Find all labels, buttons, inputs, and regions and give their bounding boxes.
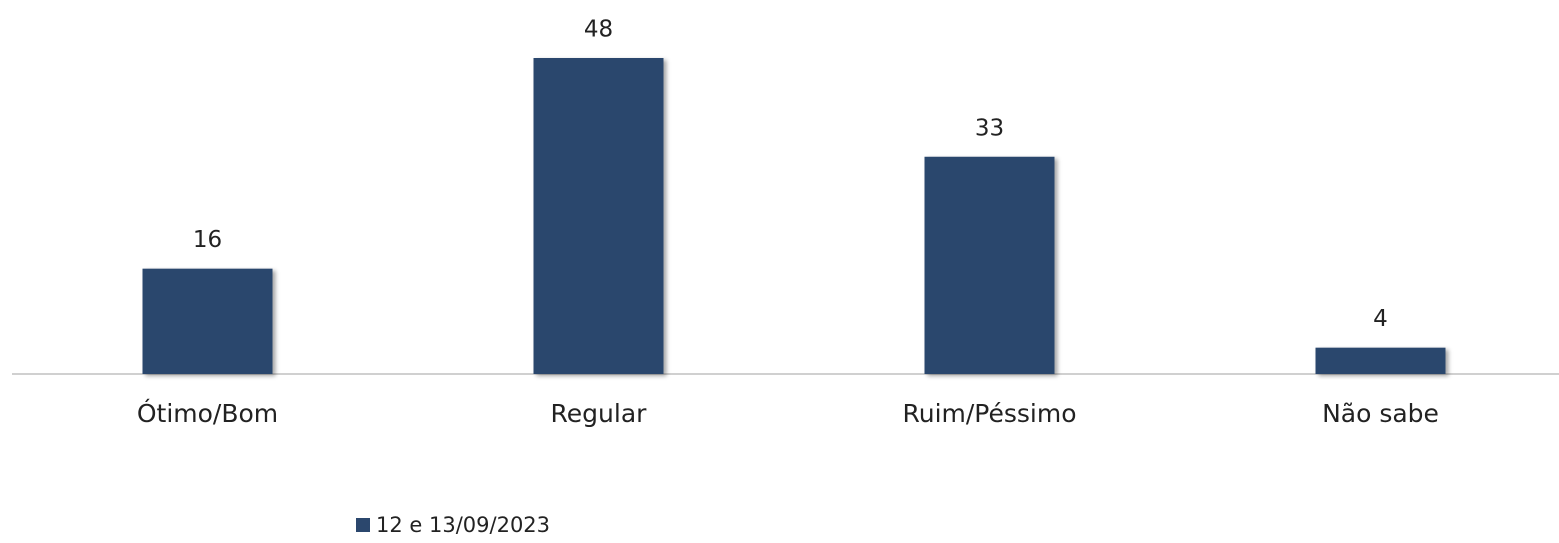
- data-label: 4: [1373, 306, 1388, 332]
- x-tick-label: Ruim/Péssimo: [902, 399, 1076, 428]
- data-label: 33: [975, 115, 1004, 141]
- bar: [533, 58, 664, 374]
- data-label: 16: [193, 227, 222, 253]
- legend-label: 12 e 13/09/2023: [376, 513, 550, 537]
- legend-swatch: [356, 518, 370, 532]
- x-tick-label: Não sabe: [1322, 399, 1439, 428]
- data-label: 48: [584, 17, 613, 43]
- bar: [1315, 347, 1446, 374]
- bar: [142, 268, 273, 374]
- x-tick-label: Ótimo/Bom: [137, 398, 278, 428]
- bar: [924, 156, 1055, 374]
- x-tick-label: Regular: [551, 399, 648, 428]
